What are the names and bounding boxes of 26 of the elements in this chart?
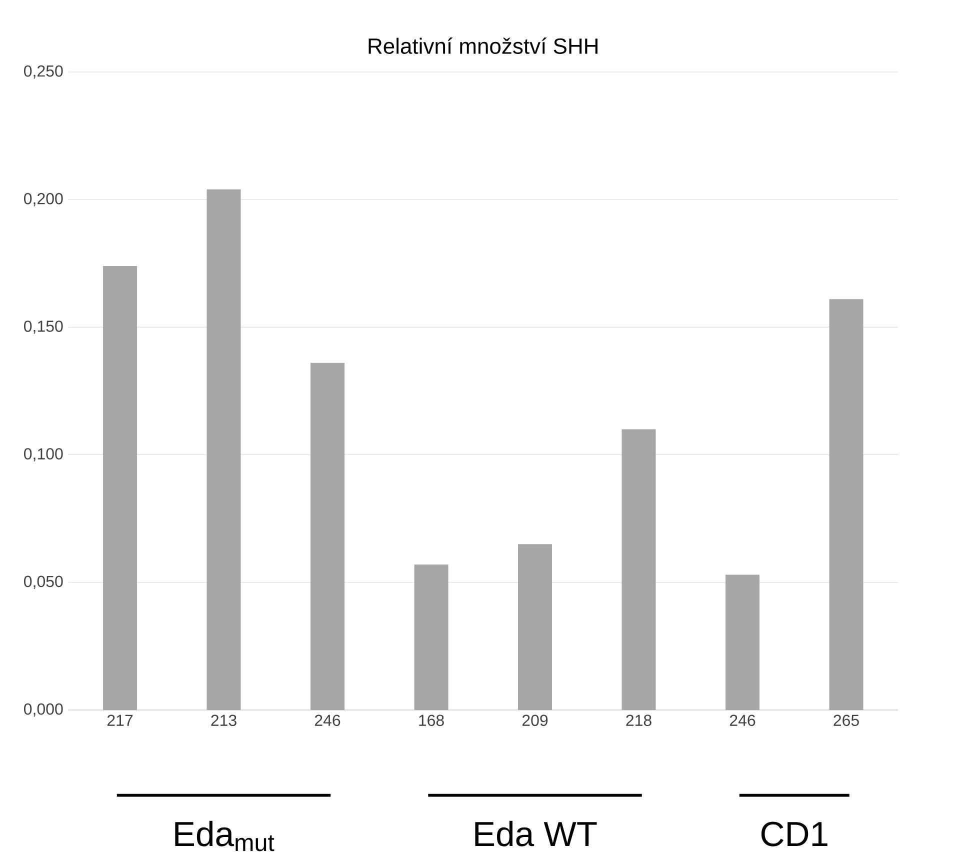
x-tick-label: 168	[419, 714, 444, 726]
bar	[414, 564, 448, 710]
x-tick-label: 246	[314, 714, 340, 726]
x-tick-label: 209	[522, 714, 548, 726]
text: CD1	[761, 822, 828, 846]
bar	[518, 544, 552, 710]
y-tick-label: 0,000	[24, 703, 63, 717]
bar	[622, 429, 656, 710]
text: Eda WT	[475, 820, 597, 846]
x-tick-label: 213	[211, 714, 236, 726]
y-tick-label: 0,200	[24, 192, 63, 206]
bar	[103, 266, 138, 710]
chart-title: Relativní množství SHH	[368, 38, 598, 54]
y-tick-label: 0,150	[24, 320, 63, 334]
bar	[829, 299, 864, 710]
bar	[726, 574, 760, 710]
y-tick-label: 0,250	[24, 65, 63, 79]
bar	[206, 189, 241, 710]
x-tick-label: 218	[626, 714, 652, 726]
x-tick-label: 246	[730, 714, 756, 726]
text: Eda$_{mut}$	[175, 820, 274, 852]
y-tick-label: 0,050	[24, 576, 63, 589]
x-tick-label: 217	[107, 714, 133, 726]
y-tick-label: 0,100	[24, 448, 63, 462]
bar	[310, 362, 345, 710]
x-tick-label: 265	[834, 714, 859, 726]
